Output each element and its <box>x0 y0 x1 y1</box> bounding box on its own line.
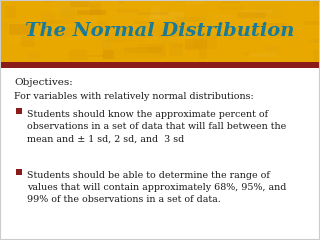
Bar <box>193 35 217 49</box>
Bar <box>102 48 137 60</box>
Bar <box>257 0 264 1</box>
Bar <box>301 0 320 2</box>
Bar <box>250 53 277 57</box>
Bar <box>304 21 320 25</box>
Bar <box>134 21 148 24</box>
Bar <box>46 20 77 24</box>
Bar <box>266 46 279 51</box>
Bar <box>241 10 274 13</box>
Bar <box>84 0 89 4</box>
Bar <box>309 40 320 43</box>
Bar <box>118 0 124 5</box>
Bar <box>222 1 239 4</box>
Bar <box>16 108 22 114</box>
Bar <box>219 6 245 10</box>
Bar <box>41 13 55 26</box>
Bar <box>0 0 320 62</box>
Bar <box>269 24 290 37</box>
Bar <box>158 47 166 56</box>
Bar <box>21 36 35 47</box>
Bar <box>91 16 98 24</box>
Bar <box>28 53 40 59</box>
Bar <box>119 11 147 21</box>
Bar <box>124 47 162 54</box>
Bar <box>186 0 204 4</box>
Bar <box>67 35 95 40</box>
Bar <box>314 39 320 43</box>
Bar <box>69 49 87 60</box>
Bar <box>0 62 320 68</box>
Bar <box>170 42 183 56</box>
Text: Students should be able to determine the range of
values that will contain appro: Students should be able to determine the… <box>27 171 286 204</box>
Bar <box>182 34 190 39</box>
Bar <box>151 6 160 18</box>
Bar <box>108 33 146 42</box>
Bar <box>176 15 206 21</box>
Bar <box>71 3 90 7</box>
Bar <box>70 1 90 7</box>
Bar <box>185 38 207 50</box>
Bar <box>314 49 320 61</box>
Bar <box>16 169 22 175</box>
Bar <box>97 29 121 42</box>
Bar <box>290 28 298 42</box>
Bar <box>44 0 54 2</box>
Bar <box>159 40 178 43</box>
Bar <box>319 7 320 16</box>
Bar <box>137 12 169 15</box>
Bar <box>4 6 16 18</box>
Bar <box>54 0 79 4</box>
Bar <box>212 21 228 30</box>
Bar <box>110 11 138 20</box>
Bar <box>55 27 76 37</box>
Bar <box>228 37 261 40</box>
Bar <box>237 12 267 18</box>
Bar <box>150 25 190 37</box>
Bar <box>255 6 283 18</box>
Bar <box>103 50 114 60</box>
Bar <box>176 17 205 22</box>
Bar <box>174 23 189 25</box>
Bar <box>10 34 37 42</box>
Bar <box>173 43 203 48</box>
Bar <box>77 10 106 15</box>
Bar <box>2 22 8 30</box>
Bar <box>115 0 124 8</box>
Bar <box>9 24 34 35</box>
Bar <box>102 40 111 48</box>
Bar <box>158 28 169 39</box>
Bar <box>313 0 320 6</box>
Text: Students should know the approximate percent of
observations in a set of data th: Students should know the approximate per… <box>27 110 286 143</box>
Bar <box>243 52 248 55</box>
Bar <box>199 50 207 59</box>
Bar <box>98 21 108 29</box>
Bar <box>52 2 89 12</box>
Bar <box>90 3 101 15</box>
Bar <box>256 23 285 26</box>
Bar <box>147 43 164 53</box>
Text: For variables with relatively normal distributions:: For variables with relatively normal dis… <box>14 92 254 101</box>
Bar <box>117 9 138 13</box>
Bar <box>137 44 166 58</box>
Bar <box>210 14 230 17</box>
Bar <box>82 14 88 18</box>
Bar <box>52 20 60 22</box>
Text: The Normal Distribution: The Normal Distribution <box>25 22 295 40</box>
Bar <box>173 0 198 2</box>
Text: Objectives:: Objectives: <box>14 78 73 87</box>
Bar <box>60 6 75 18</box>
Bar <box>87 55 107 57</box>
Bar <box>149 12 184 20</box>
